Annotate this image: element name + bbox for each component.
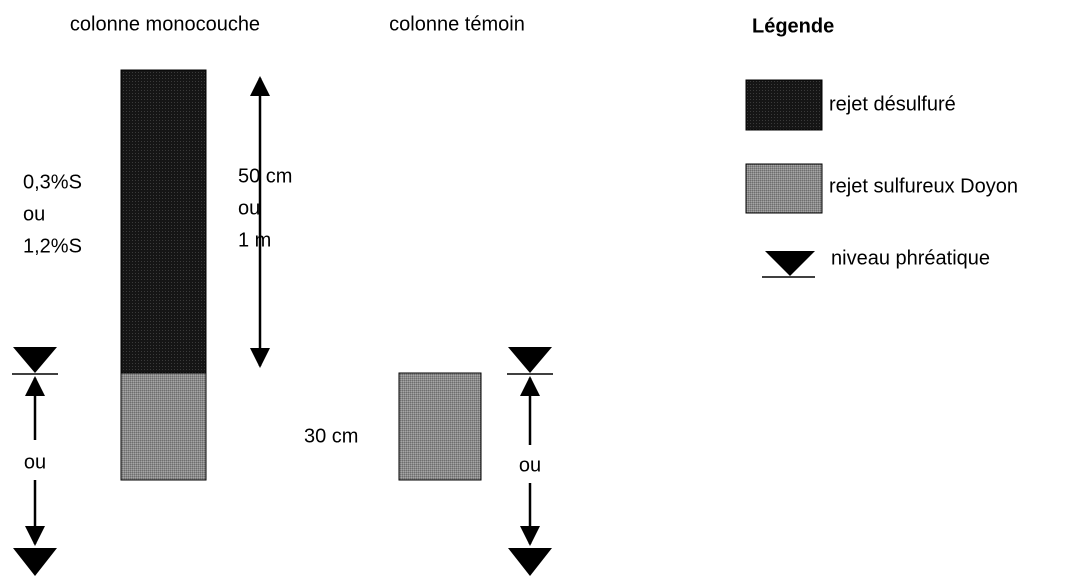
water-label: ou <box>24 451 46 473</box>
height-label: 30 cm <box>304 425 358 447</box>
column-title: colonne témoin <box>389 13 525 35</box>
height-label: 50 cm <box>238 165 292 187</box>
sulfur-label: ou <box>23 203 45 225</box>
desulfurized-layer <box>120 69 207 374</box>
water-table-symbol <box>508 347 552 373</box>
sulfur-label: 0,3%S <box>23 171 82 193</box>
legend-item: rejet sulfureux Doyon <box>829 175 1018 197</box>
legend-swatch <box>745 79 823 131</box>
height-label: 1 m <box>238 229 271 251</box>
legend-swatch <box>745 163 823 214</box>
legend-title: Légende <box>752 15 834 37</box>
legend-water-symbol <box>765 251 815 276</box>
sulfurous-layer <box>398 372 482 481</box>
water-label: ou <box>519 454 541 476</box>
legend-item: rejet désulfuré <box>829 93 956 115</box>
height-label: ou <box>238 197 260 219</box>
water-table-symbol <box>13 548 57 576</box>
sulfur-label: 1,2%S <box>23 235 82 257</box>
sulfurous-layer <box>120 372 207 481</box>
water-table-symbol <box>13 347 57 373</box>
legend-item: niveau phréatique <box>831 247 990 269</box>
column-title: colonne monocouche <box>70 13 260 35</box>
water-table-symbol <box>508 548 552 576</box>
